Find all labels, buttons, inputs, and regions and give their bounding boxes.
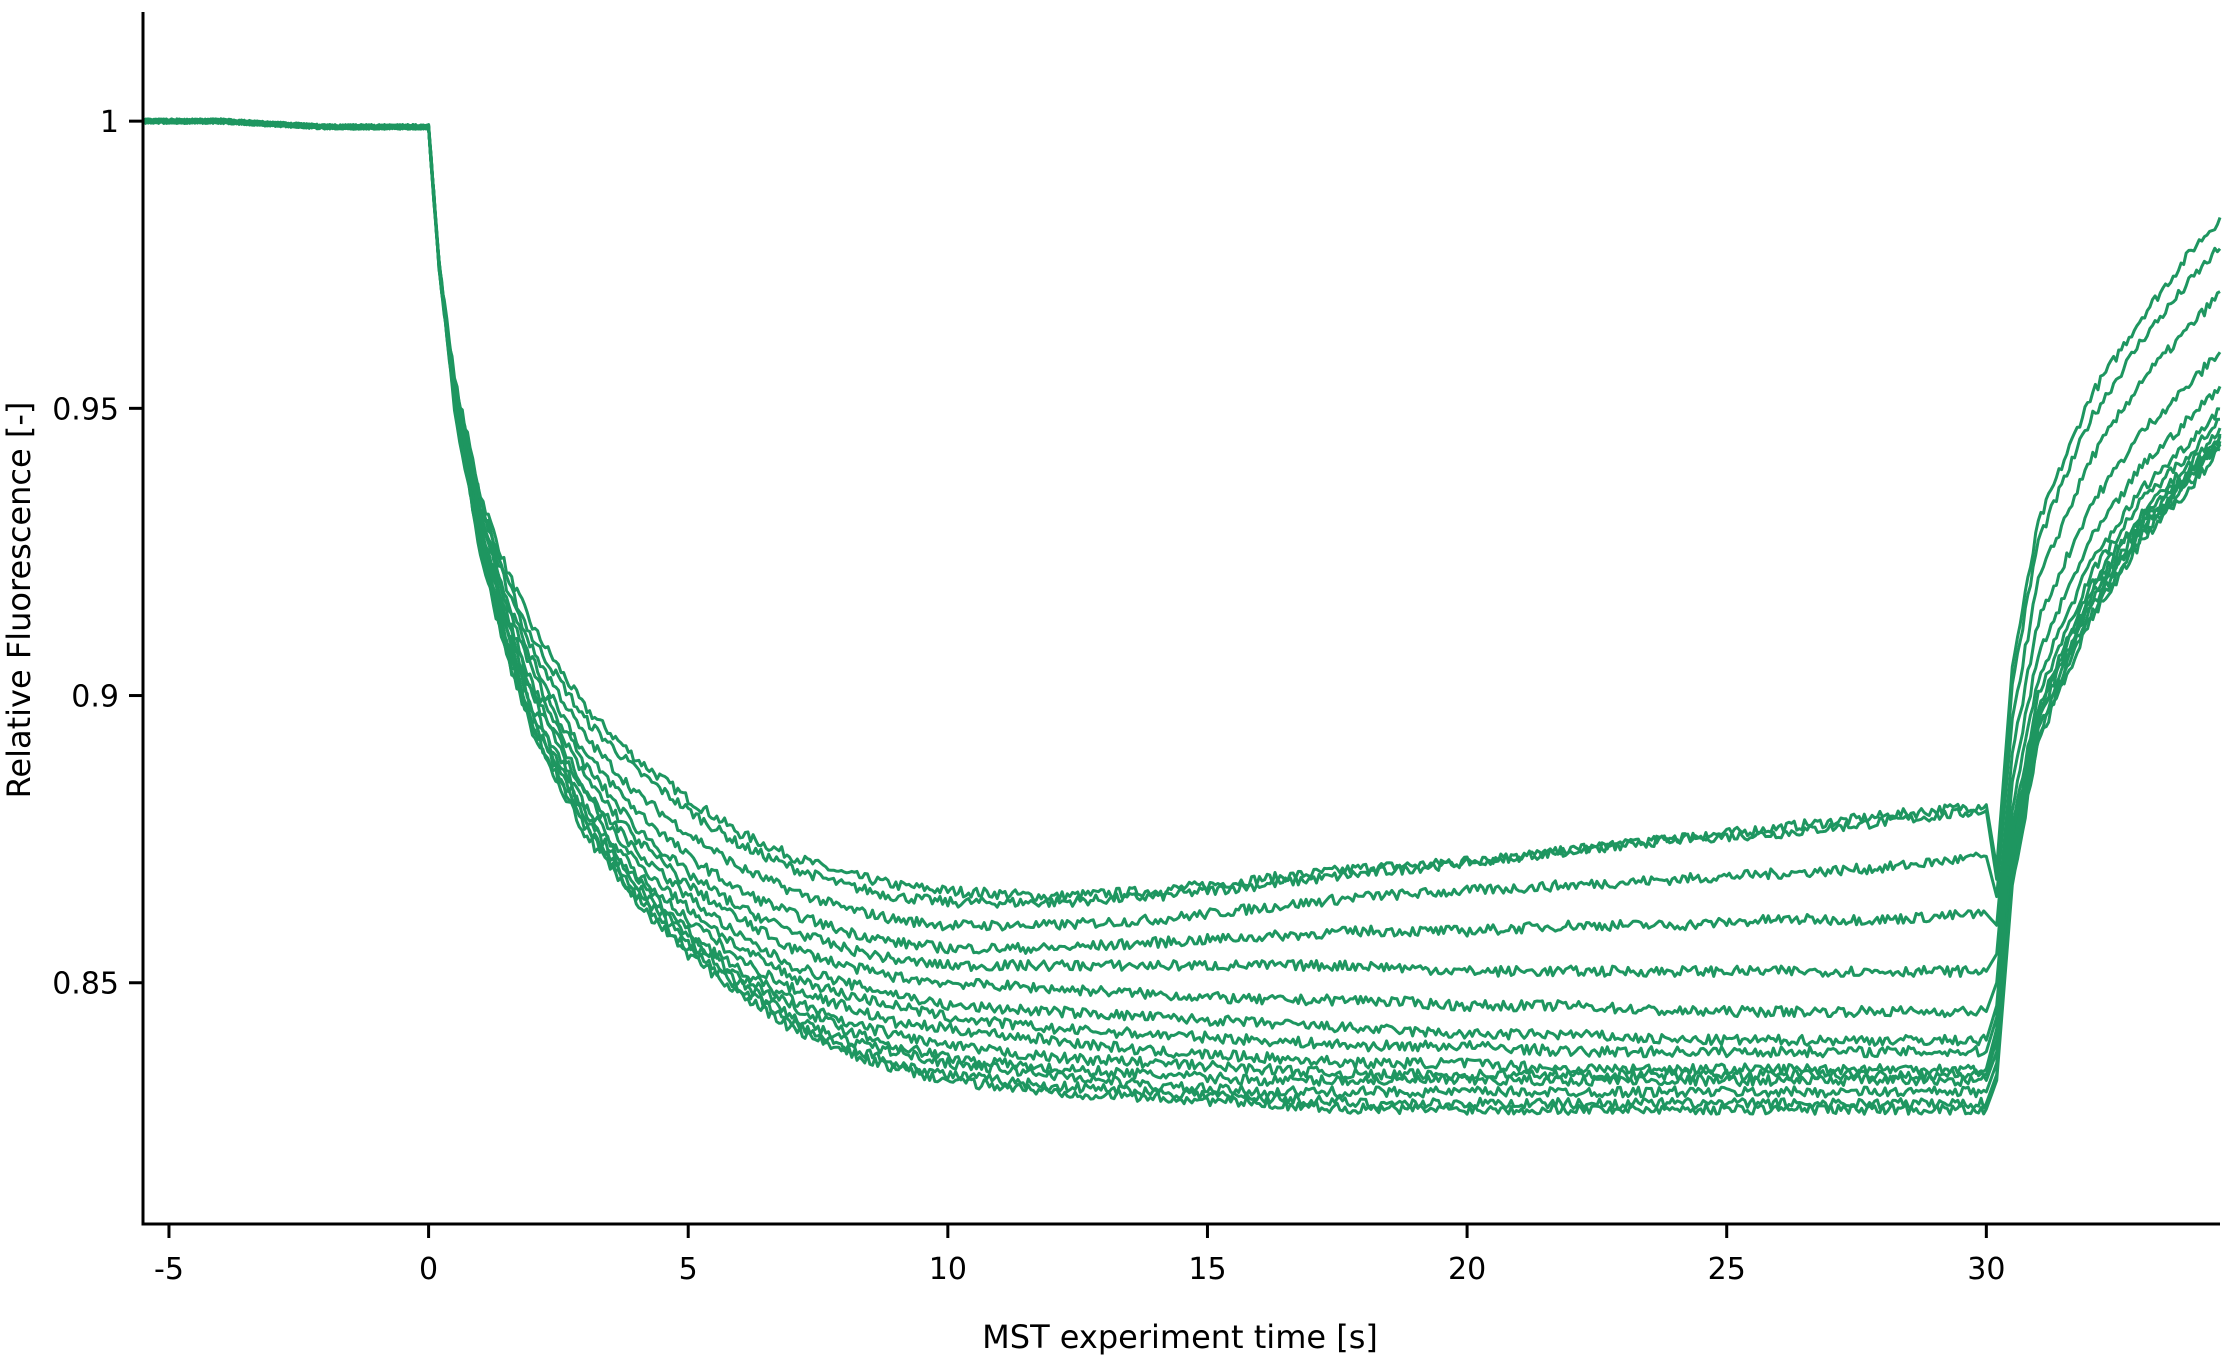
y-tick-label: 1 (100, 105, 119, 140)
fluorescence-trace (142, 117, 2222, 1110)
fluorescence-trace (141, 117, 2222, 1059)
x-tick-label: 25 (1708, 1252, 1746, 1287)
x-tick-label: 0 (419, 1252, 438, 1287)
fluorescence-trace (142, 117, 2222, 955)
fluorescence-trace (141, 117, 2222, 1099)
y-tick-label: 0.95 (52, 392, 119, 427)
fluorescence-trace (141, 117, 2222, 902)
x-tick-label: 30 (1967, 1252, 2005, 1287)
x-tick-label: 15 (1188, 1252, 1226, 1287)
fluorescence-trace (142, 117, 2221, 1116)
fluorescence-trace (142, 117, 2221, 932)
x-tick-label: 10 (929, 1252, 967, 1287)
plot-frame (141, 12, 2220, 1226)
axes-group (141, 12, 2220, 1226)
fluorescence-trace (142, 117, 2222, 1082)
x-tick-label: 20 (1448, 1252, 1486, 1287)
x-tick-label: 5 (679, 1252, 698, 1287)
fluorescence-trace (142, 117, 2222, 1076)
fluorescence-trace (142, 117, 2222, 978)
x-tick-label: -5 (154, 1252, 184, 1287)
fluorescence-trace (141, 117, 2222, 909)
fluorescence-trace (141, 117, 2221, 1019)
y-tick-label: 0.85 (52, 967, 119, 1002)
fluorescence-trace (142, 117, 2221, 1047)
y-axis-title: Relative Fluorescence [-] (0, 402, 38, 799)
x-axis-title: MST experiment time [s] (982, 1318, 1378, 1356)
x-axis-ticks: -5 0 5 10 15 20 25 30 (154, 1224, 2005, 1287)
y-axis-ticks: 0.85 0.9 0.95 1 (52, 105, 143, 1002)
trace-group (141, 117, 2222, 1116)
fluorescence-trace (142, 117, 2222, 1088)
y-tick-label: 0.9 (71, 680, 119, 715)
